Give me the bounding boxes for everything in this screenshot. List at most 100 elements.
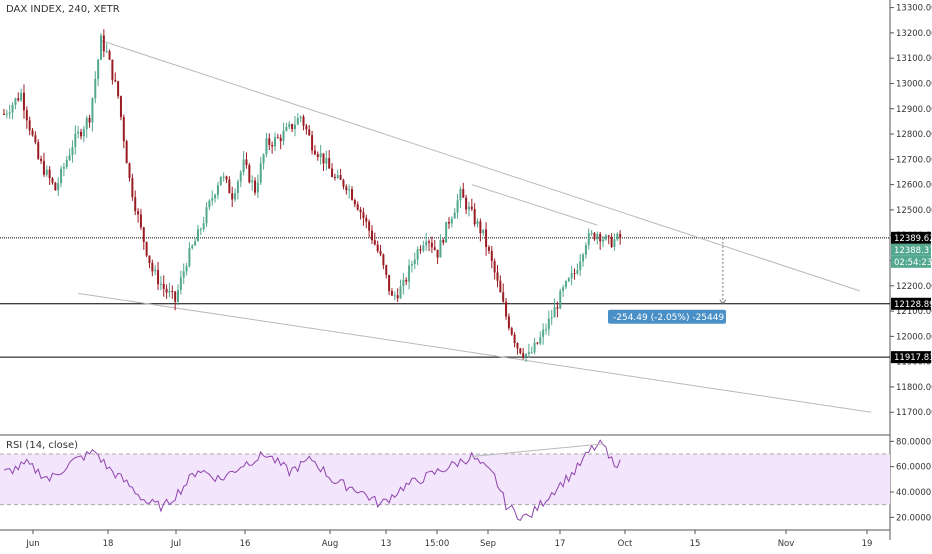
candle-body [54,182,57,191]
candle-body [368,221,371,231]
candle-body [102,35,105,52]
candle-body [293,124,296,130]
candle-body [239,172,242,182]
candle-body [65,159,68,167]
candle-body [196,229,199,242]
price-tick-label: 13300.00 [896,4,932,14]
candle-body [556,307,559,309]
candle-body [547,318,550,330]
time-tick-label: 16 [240,539,251,549]
candle-body [365,218,368,222]
candle-body [596,233,599,240]
trendline [471,184,598,226]
candle-body [502,292,505,302]
candle-body [425,241,428,246]
candle-body [376,244,379,252]
candle-body [154,269,157,272]
candle-body [536,342,539,344]
candle-body [416,249,419,260]
candle-body [519,348,522,354]
candle-body [182,271,185,278]
candle-body [122,117,125,142]
price-tick-label: 12900.00 [896,105,932,115]
price-tick-label: 13100.00 [896,54,932,64]
candle-body [493,261,496,273]
candle-body [356,204,359,210]
time-tick-label: 13 [381,539,392,549]
candle-body [177,290,180,302]
level-tag [891,351,931,364]
candle-body [576,270,579,274]
candle-body [450,218,453,224]
price-tick-label: 13200.00 [896,29,932,39]
candle-body [216,185,219,195]
candle-body [134,197,137,212]
price-tick-label: 12100.00 [896,307,932,317]
candle-body [448,221,450,224]
candle-body [48,169,51,179]
candle-body [254,180,257,193]
candle-body [305,125,308,130]
candle-body [125,141,128,164]
candle-body [564,281,567,288]
candle-body [351,189,354,200]
candle-body [453,212,456,219]
candle-body [105,51,108,53]
candle-body [20,92,23,101]
candle-body [117,81,120,97]
candle-body [188,247,191,267]
candle-body [111,59,114,80]
candle-body [11,104,14,113]
price-tick-label: 12800.00 [896,130,932,140]
candle-body [231,193,234,200]
live-tag-label: 12388.37 [894,246,932,256]
candle-body [85,117,88,130]
candle-body [51,178,54,183]
time-tick-label: 17 [555,539,566,549]
level-tag-label: 11917.83 [894,353,932,363]
candle-body [465,197,468,210]
candle-body [619,233,622,238]
candle-body [80,131,83,137]
candle-body [342,179,345,187]
candle-body [91,98,94,123]
price-tick-label: 11700.00 [896,408,932,418]
candle-body [77,131,80,134]
candle-body [587,233,590,246]
price-tick-label: 12000.00 [896,332,932,342]
time-tick-label: Jul [170,539,181,549]
candle-body [382,254,385,266]
rsi-tick-label: 40.0000 [896,488,931,498]
candle-body [25,110,28,121]
candle-body [3,113,5,115]
candle-body [285,126,288,131]
candle-body [419,249,422,251]
candle-body [505,301,508,317]
level-tag [891,297,931,310]
candle-body [530,352,533,354]
candle-body [245,159,248,166]
candle-body [399,286,402,299]
candle-body [199,229,202,231]
candle-body [510,328,513,335]
candle-body [14,98,17,105]
candle-body [353,199,356,205]
price-tick-label: 12600.00 [896,181,932,191]
candle-body [299,116,302,119]
candle-body [319,153,322,157]
candle-body [559,291,562,309]
candle-body [28,120,31,131]
candle-body [373,240,376,245]
rsi-tick-label: 20.0000 [896,513,931,523]
candle-body [570,273,573,279]
candle-body [234,193,237,200]
rsi-tick-label: 80.0000 [896,437,931,447]
candle-body [316,154,319,157]
candle-body [99,35,102,60]
candle-body [445,221,448,243]
candle-body [485,229,488,248]
candle-body [322,153,325,164]
candle-body [553,307,556,318]
